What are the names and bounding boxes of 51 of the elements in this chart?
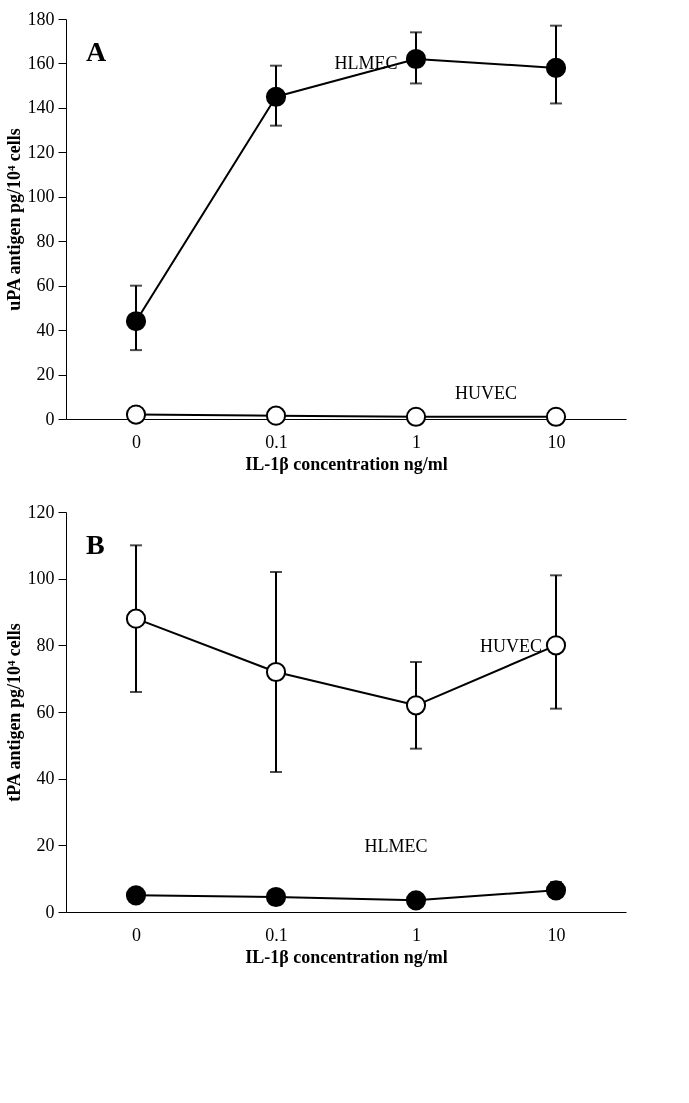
y-tick-label: 140 [27,97,55,118]
point [405,890,427,911]
point [125,311,147,332]
y-axis-title: uPA antigen pg/10⁴ cells [3,128,24,311]
x-axis-title: IL-1β concentration ng/ml [245,453,448,474]
series-label: HUVEC [455,383,517,403]
point [405,406,427,427]
y-tick-label: 120 [27,141,55,162]
y-tick-label: 40 [36,768,55,789]
point [265,661,287,683]
y-tick-label: 60 [36,701,55,722]
y-tick-label: 40 [36,319,55,340]
y-tick-label: 60 [36,275,55,296]
point [545,57,567,78]
annotation: A [86,36,107,67]
series-label: HLMEC [334,53,398,73]
text: HLMEC [364,836,428,856]
x-tick-label: 1 [412,924,421,945]
y-tick-label: 160 [27,52,55,73]
point [125,608,147,629]
x-tick-label: 0.1 [265,431,288,452]
series-label: HUVEC [480,636,542,656]
point [265,86,287,107]
x-axis-title: IL-1β concentration ng/ml [245,946,448,967]
y-tick-label: 80 [36,634,55,655]
x-tick-label: 0 [132,431,141,452]
point [125,404,147,425]
x-tick-label: 0 [132,924,141,945]
y-tick-label: 100 [27,186,55,207]
point [265,886,287,908]
y-tick-label: 180 [27,8,55,29]
annotation: B [86,529,105,560]
point [545,406,567,427]
point [265,405,287,426]
y-tick-label: 0 [45,408,55,429]
y-tick-label: 20 [36,364,55,385]
y-tick-label: 100 [27,568,55,589]
y-tick-label: 0 [45,901,55,922]
x-tick-label: 1 [412,431,421,452]
point [405,695,427,716]
y-tick-label: 120 [27,501,55,522]
x-tick-label: 10 [547,924,566,945]
y-tick-label: 20 [36,834,55,855]
x-tick-label: 10 [547,431,566,452]
x-tick-label: 0.1 [265,924,288,945]
point [545,635,567,656]
point [125,885,147,906]
point [545,880,567,901]
point [405,48,427,70]
y-axis-title: tPA antigen pg/10⁴ cells [3,623,24,802]
y-tick-label: 80 [36,230,55,251]
